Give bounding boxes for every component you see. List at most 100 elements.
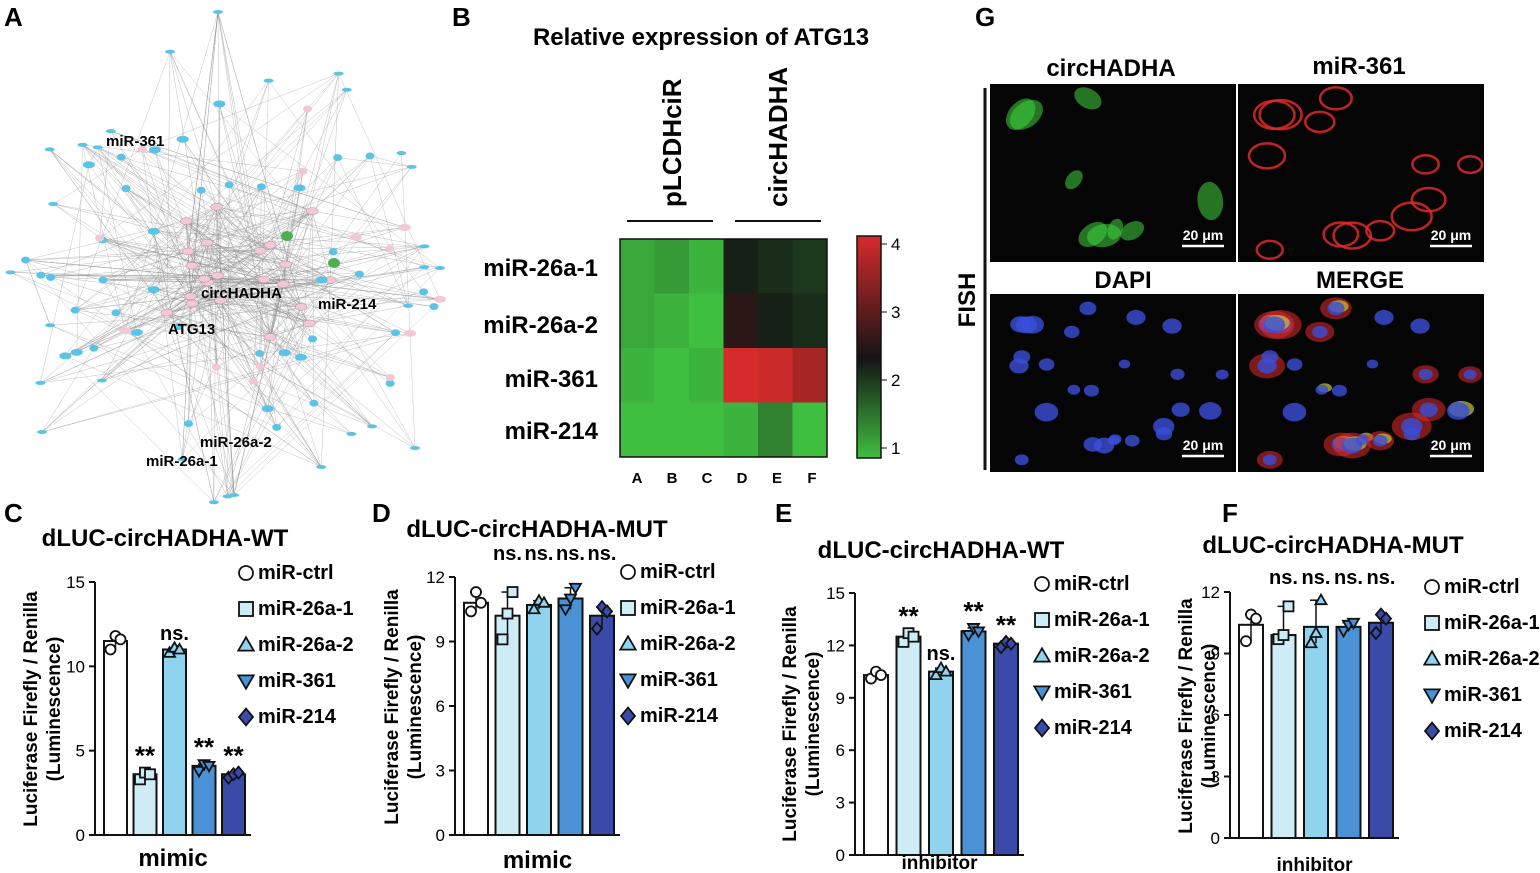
network-edge xyxy=(270,244,409,307)
network-edge xyxy=(49,149,154,232)
legend-label: miR-361 xyxy=(640,669,718,691)
cell-nucleus xyxy=(1447,402,1470,420)
annotation-ns: ns. xyxy=(588,543,617,565)
cell-signal xyxy=(1197,181,1224,221)
network-edge xyxy=(153,231,168,313)
interaction-network: miR-361 circHADHA miR-214 ATG13 miR-26a-… xyxy=(5,10,446,505)
cell-signal xyxy=(1074,87,1102,110)
network-node-target xyxy=(46,273,56,281)
network-node-mirna xyxy=(184,292,197,301)
legend-marker xyxy=(1034,612,1050,628)
y-axis-title-unit: (Luminescence) xyxy=(405,635,426,780)
cell-nucleus xyxy=(1403,427,1421,441)
network-label-mir26a2: miR-26a-2 xyxy=(200,434,272,451)
network-edge xyxy=(219,103,441,269)
legend-marker xyxy=(618,673,638,690)
network-edge xyxy=(154,149,313,212)
network-edge xyxy=(191,303,391,378)
cell-nucleus xyxy=(1327,301,1345,316)
fish-title-merge: MERGE xyxy=(1316,267,1404,294)
network-edge xyxy=(227,338,313,497)
network-edge xyxy=(40,242,208,384)
network-edge xyxy=(125,188,187,222)
data-point xyxy=(961,630,976,643)
annotation-ns: ns. xyxy=(1302,567,1331,589)
network-node-target xyxy=(263,78,274,83)
legend-label: miR-ctrl xyxy=(258,562,334,584)
network-edge xyxy=(204,80,269,279)
network-edge xyxy=(219,103,261,251)
network-node-mirna xyxy=(198,275,211,283)
bar xyxy=(221,773,246,837)
network-node-mirna xyxy=(294,303,308,311)
heatmap-scale-tick: 4 xyxy=(891,235,900,254)
heatmap-col-label: F xyxy=(807,470,816,487)
data-point xyxy=(1346,617,1361,631)
network-edge xyxy=(93,221,187,349)
legend-label: miR-26a-1 xyxy=(258,598,354,620)
network-edge xyxy=(40,333,411,384)
network-node-target xyxy=(116,153,126,161)
cell-nucleus xyxy=(1215,369,1229,380)
network-edge xyxy=(186,221,315,404)
data-point xyxy=(526,601,542,615)
network-edge xyxy=(186,220,411,334)
cell-nucleus xyxy=(1014,454,1029,466)
legend-label: miR-214 xyxy=(640,705,719,727)
network-edge xyxy=(82,144,396,333)
cell-nucleus xyxy=(1155,427,1173,441)
network-edge xyxy=(97,147,284,285)
network-edge xyxy=(187,251,373,427)
network-edge xyxy=(220,300,322,468)
network-node-target xyxy=(45,323,56,328)
network-edge xyxy=(312,155,371,212)
network-edge xyxy=(283,246,425,285)
network-nodes xyxy=(5,10,446,505)
network-edge xyxy=(103,278,205,281)
network-edge xyxy=(41,312,168,433)
network-edge xyxy=(283,284,310,324)
network-edge xyxy=(338,73,441,300)
network-node-target xyxy=(333,154,343,162)
network-node-mirna xyxy=(210,203,223,211)
network-node-target xyxy=(406,164,417,169)
network-node-mirna xyxy=(214,296,227,305)
network-node-target xyxy=(419,244,430,249)
network-label-mir214: miR-214 xyxy=(318,296,377,313)
heatmap-col-label: D xyxy=(737,470,748,487)
network-edge xyxy=(190,296,277,428)
data-point xyxy=(971,626,986,639)
network-node-target xyxy=(177,457,188,462)
bar xyxy=(928,670,954,856)
network-edge xyxy=(267,408,352,435)
bar xyxy=(526,603,552,837)
scale-bar-label: 20 μm xyxy=(1431,437,1471,453)
legend-label: miR-26a-1 xyxy=(640,597,736,619)
cell-signal xyxy=(1009,99,1043,130)
network-edge xyxy=(124,283,284,331)
cell-signal xyxy=(1332,221,1373,250)
network-edge xyxy=(50,277,167,313)
legend-marker xyxy=(237,707,255,727)
network-edge xyxy=(217,275,373,427)
cell-nucleus xyxy=(1410,318,1430,334)
scale-bar-label: 20 μm xyxy=(1431,227,1471,243)
network-node-target xyxy=(224,181,234,189)
network-node-target xyxy=(255,349,265,357)
network-edge xyxy=(220,186,262,301)
cell-nucleus xyxy=(1083,384,1100,397)
network-edge xyxy=(270,244,302,358)
network-node-target xyxy=(111,309,121,317)
y-tick-label: 0 xyxy=(1211,829,1220,848)
network-node-target xyxy=(95,234,105,242)
network-edge xyxy=(75,275,218,311)
panel-label-a: A xyxy=(4,2,23,32)
heatmap-cell xyxy=(758,402,793,458)
cell-nucleus xyxy=(1162,318,1182,334)
y-tick-label: 12 xyxy=(826,636,845,655)
network-edge xyxy=(166,312,391,378)
cell-nucleus xyxy=(1419,402,1438,417)
network-edge xyxy=(110,131,268,409)
network-edge xyxy=(124,11,219,331)
network-edge xyxy=(186,220,271,246)
